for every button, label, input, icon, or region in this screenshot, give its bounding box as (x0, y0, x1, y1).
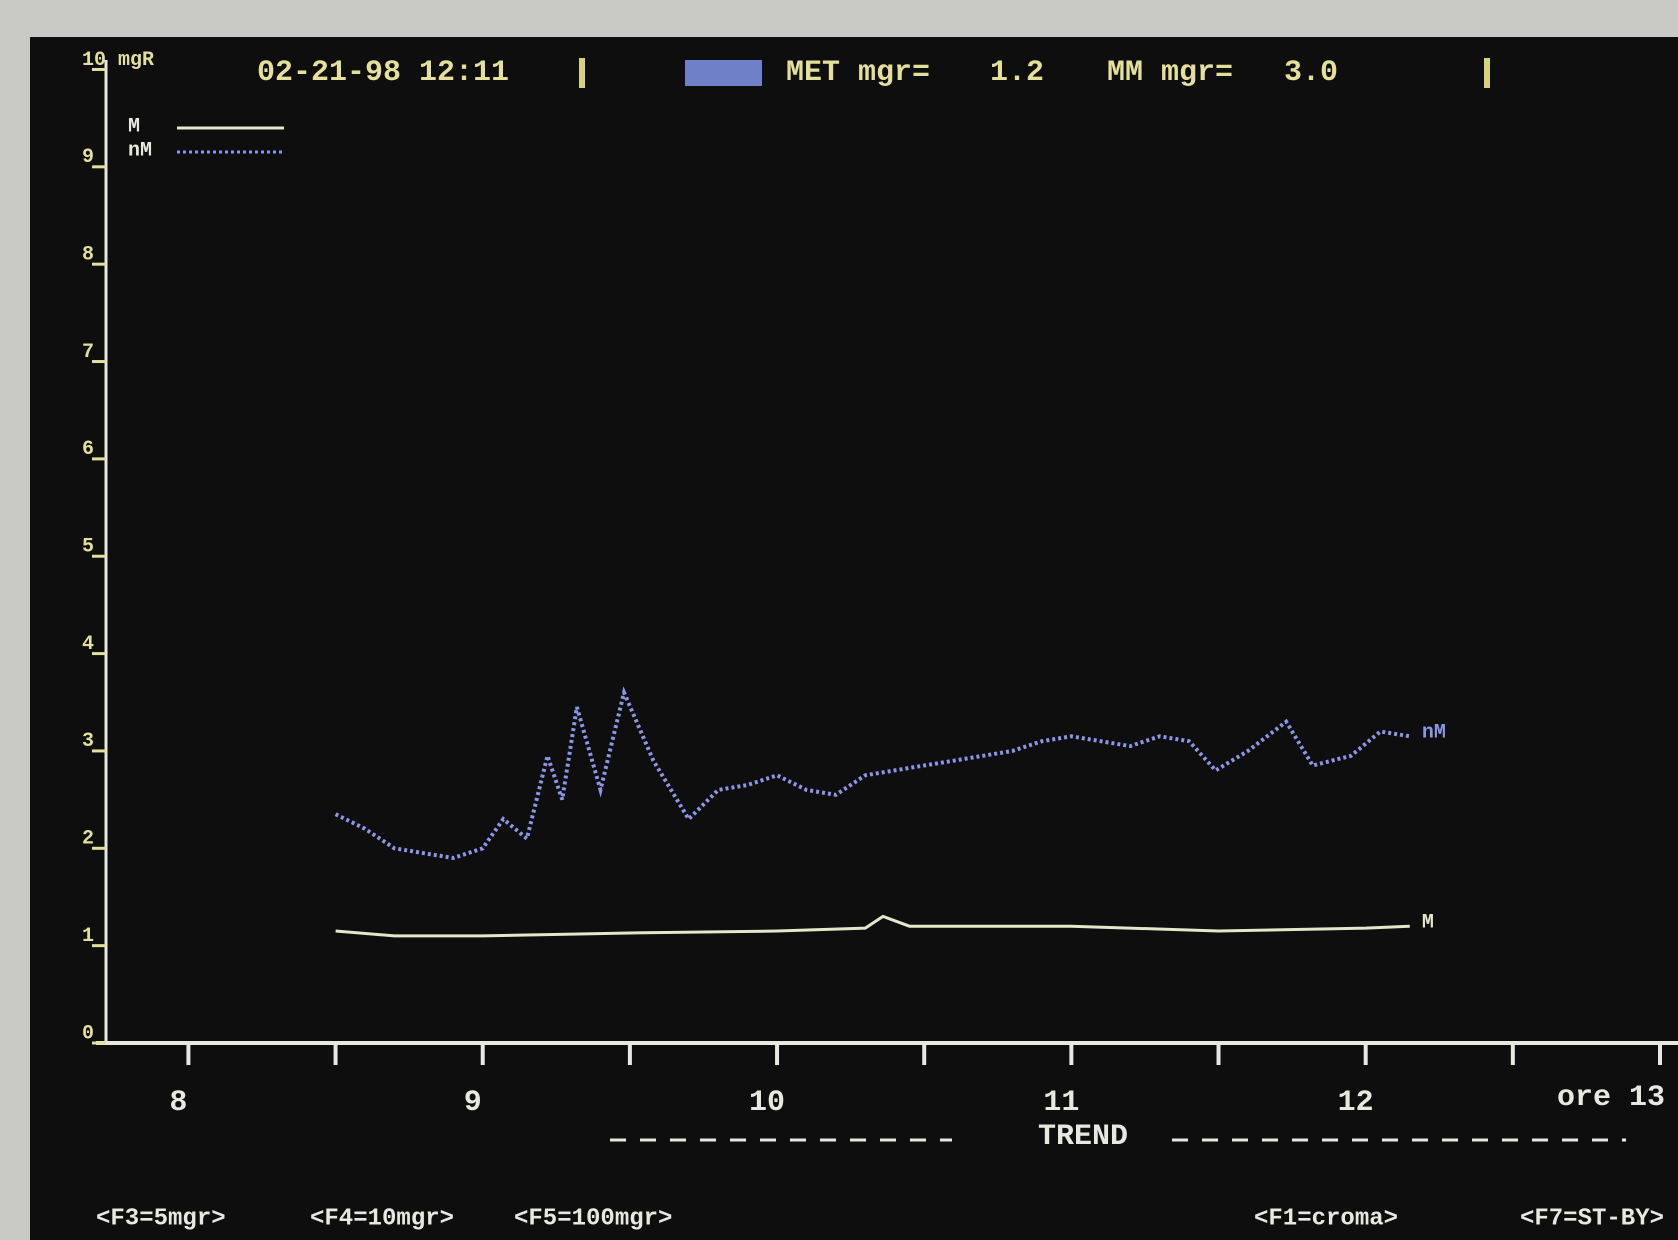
y-tick-label: 3 (82, 730, 94, 753)
readout-value: 1.2 (990, 56, 1044, 90)
screen: 02-21-98 12:11 MET mgr= 1.2 MM mgr= 3.0 … (0, 0, 1678, 1240)
function-key: <F4=10mgr> (310, 1205, 454, 1232)
monitor-screen (30, 37, 1678, 1240)
x-tick-label: ore 13 (1557, 1081, 1665, 1115)
y-tick-label: 10 mgR (82, 49, 154, 72)
x-tick-label: 11 (1043, 1086, 1079, 1120)
y-tick-label: 1 (82, 925, 94, 948)
legend-label: nM (128, 139, 152, 162)
page: {"header": {"datetime": "02-21-98 12:11"… (0, 0, 1678, 1240)
y-tick-label: 4 (82, 633, 94, 656)
function-key: <F1=croma> (1254, 1205, 1398, 1232)
readout-label: MM mgr= (1107, 56, 1233, 90)
datetime: 02-21-98 12:11 (257, 56, 509, 90)
series-end-label: nM (1422, 722, 1446, 745)
separator (1484, 58, 1490, 88)
y-tick-label: 9 (82, 146, 94, 169)
y-tick-label: 2 (82, 828, 94, 851)
separator (579, 58, 585, 88)
y-tick-label: 8 (82, 243, 94, 266)
x-tick-label: 8 (169, 1086, 187, 1120)
x-tick-label: 10 (749, 1086, 785, 1120)
y-tick-label: 5 (82, 536, 94, 559)
function-key: <F3=5mgr> (96, 1205, 226, 1232)
highlight-box (685, 60, 762, 86)
x-tick-label: 9 (464, 1086, 482, 1120)
readout-label: MET mgr= (786, 56, 930, 90)
function-key: <F7=ST-BY> (1520, 1205, 1664, 1232)
x-axis-label: TREND (1038, 1120, 1128, 1154)
function-key: <F5=100mgr> (514, 1205, 672, 1232)
y-tick-label: 0 (82, 1022, 94, 1045)
readout-value: 3.0 (1284, 56, 1338, 90)
y-tick-label: 7 (82, 341, 94, 364)
legend-label: M (128, 115, 140, 138)
x-tick-label: 12 (1338, 1086, 1374, 1120)
series-end-label: M (1422, 911, 1434, 934)
y-tick-label: 6 (82, 438, 94, 461)
